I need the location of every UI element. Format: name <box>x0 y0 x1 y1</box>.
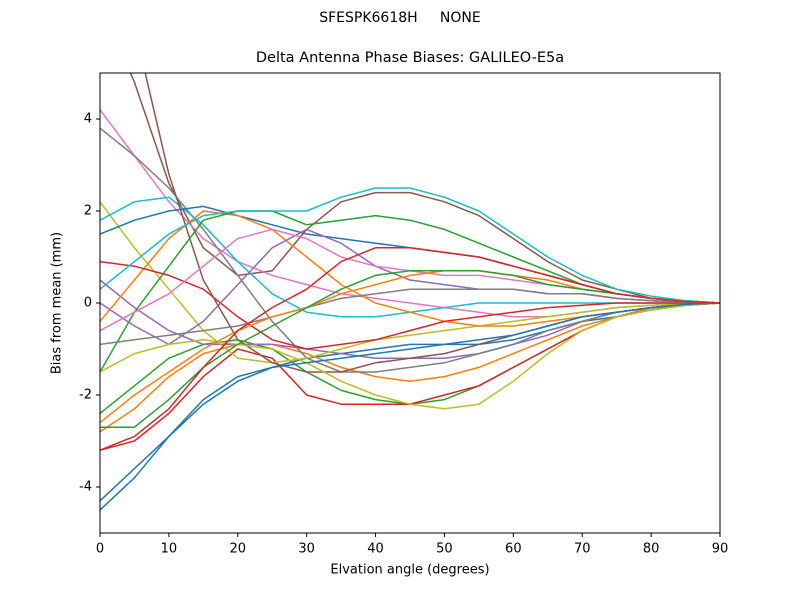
x-tick-label: 70 <box>574 542 591 557</box>
chart-title: Delta Antenna Phase Biases: GALILEO-E5a <box>256 50 564 66</box>
series-line <box>129 73 720 304</box>
chart-suptitle: SFESPK6618H NONE <box>319 10 481 26</box>
x-tick-label: 60 <box>505 542 522 557</box>
x-tick-label: 90 <box>712 542 729 557</box>
y-tick-label: -2 <box>79 388 92 403</box>
y-tick-label: 4 <box>84 112 92 127</box>
x-axis-label: Elvation angle (degrees) <box>330 563 489 578</box>
y-axis-label: Bias from mean (mm) <box>50 232 65 374</box>
series-line <box>100 288 720 346</box>
x-tick-label: 0 <box>96 542 104 557</box>
series-line <box>100 302 720 410</box>
x-tick-label: 10 <box>161 542 178 557</box>
y-tick-label: -4 <box>79 480 92 495</box>
series-line <box>100 260 720 350</box>
series-line <box>100 302 720 511</box>
x-tick-label: 50 <box>436 542 453 557</box>
series-line <box>100 247 720 451</box>
series-line <box>100 201 720 364</box>
x-tick-label: 40 <box>367 542 384 557</box>
y-tick-label: 0 <box>84 296 92 311</box>
series-line <box>100 270 720 424</box>
y-tick-label: 2 <box>84 204 92 219</box>
series-line <box>100 187 720 304</box>
x-tick-label: 30 <box>298 542 315 557</box>
plot-lines <box>100 73 720 511</box>
x-tick-label: 80 <box>643 542 660 557</box>
x-tick-label: 20 <box>230 542 247 557</box>
